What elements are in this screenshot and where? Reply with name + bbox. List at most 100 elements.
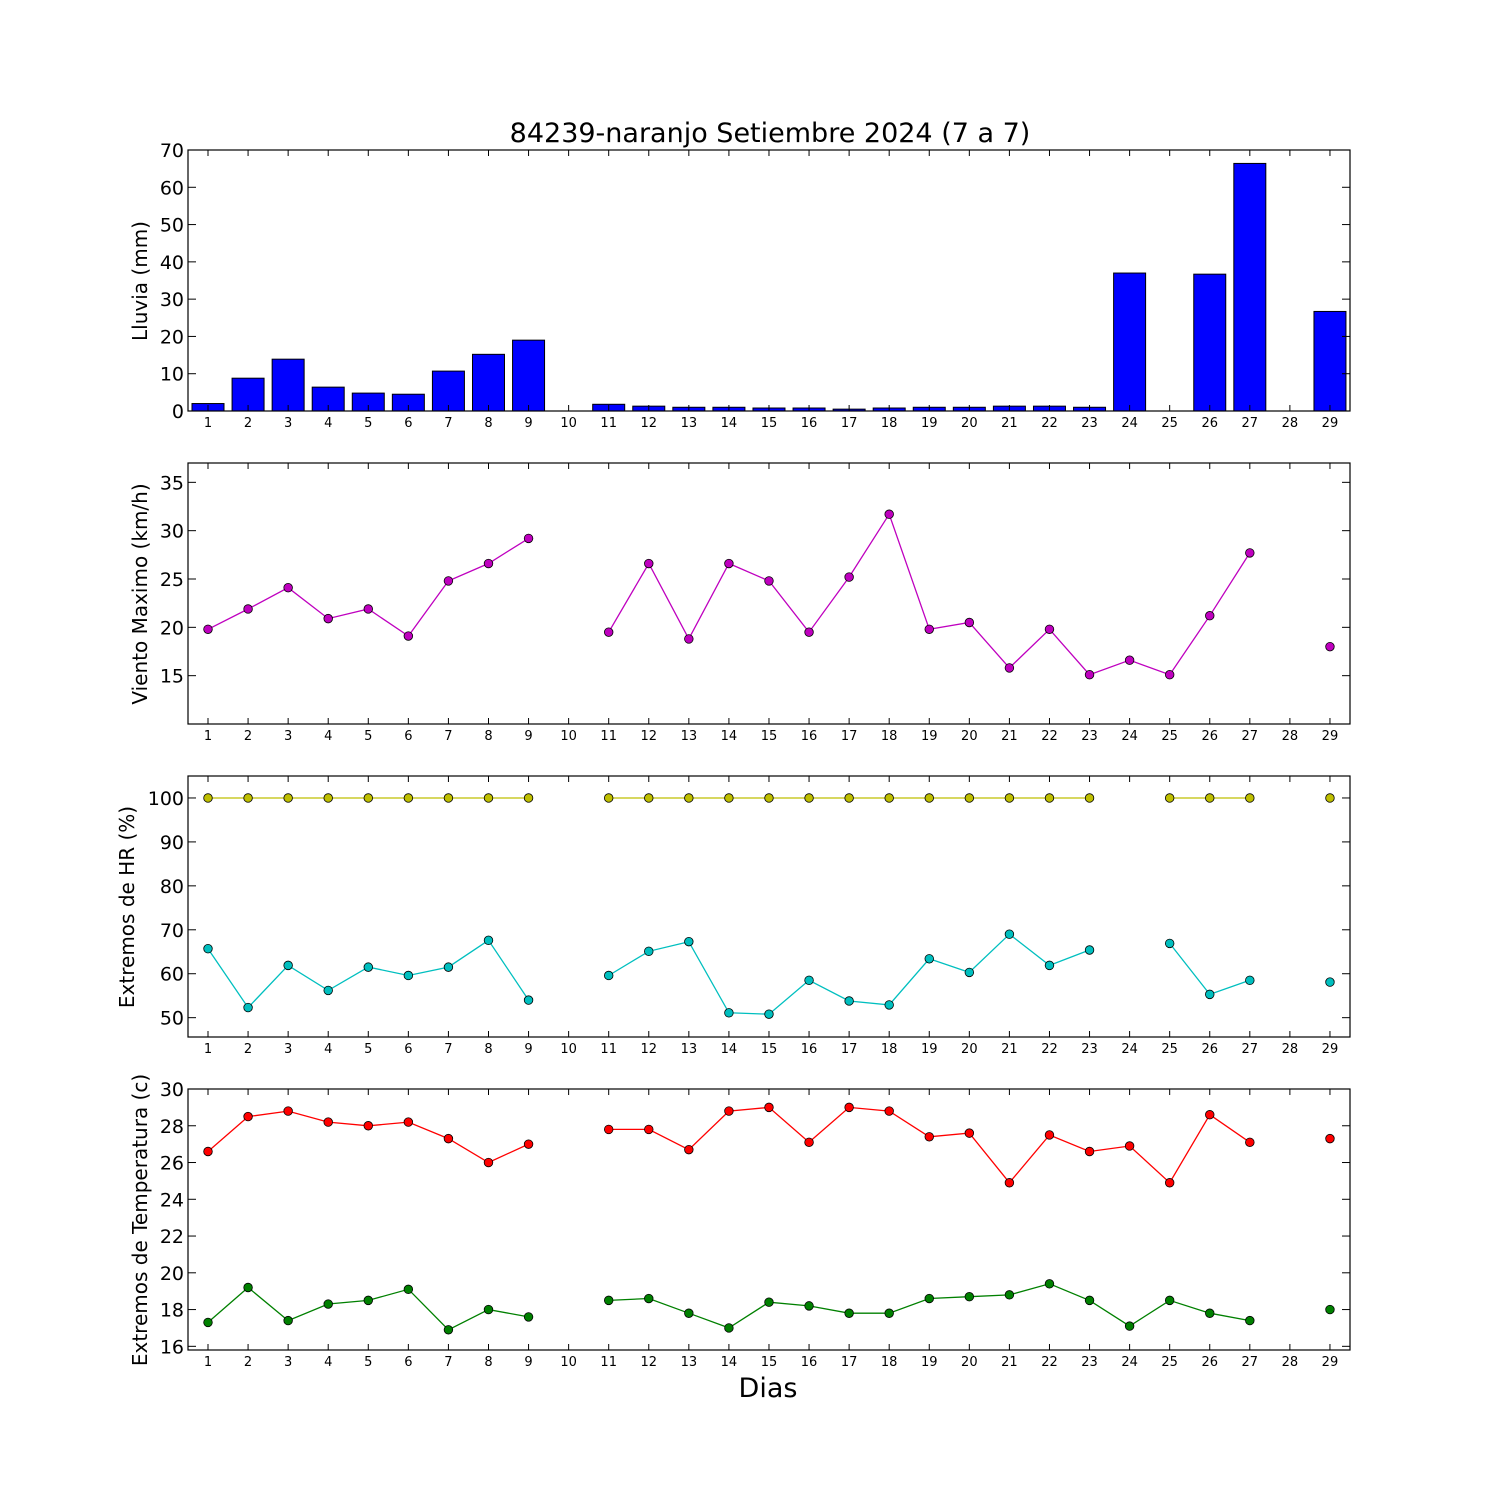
wind-series-0-point bbox=[724, 558, 734, 569]
wind-ytick-label: 30 bbox=[160, 521, 184, 543]
humidity-ytick-label: 90 bbox=[160, 832, 184, 854]
humidity-xtick-label: 13 bbox=[681, 1042, 698, 1057]
rain-ytick-label: 50 bbox=[160, 215, 184, 237]
humidity-series-1-point bbox=[323, 985, 333, 996]
temperature-series-0-point bbox=[443, 1133, 454, 1144]
humidity-xtick-label: 17 bbox=[841, 1042, 858, 1057]
rain-xtick-label: 18 bbox=[881, 416, 898, 431]
rain-xtick-label: 23 bbox=[1081, 416, 1098, 431]
wind-xtick-label: 4 bbox=[324, 729, 332, 744]
humidity-series-0-point bbox=[1084, 793, 1095, 803]
temperature-series-0-point bbox=[684, 1144, 694, 1155]
humidity-series-1-point bbox=[1004, 929, 1015, 939]
wind-xtick-label: 1 bbox=[204, 729, 212, 744]
temperature-series-0-point bbox=[1004, 1178, 1015, 1188]
humidity-series-1-point bbox=[1205, 989, 1215, 1000]
humidity-series-0-point bbox=[924, 793, 934, 803]
humidity-xtick-label: 5 bbox=[364, 1042, 372, 1057]
wind-xtick-label: 23 bbox=[1081, 729, 1098, 744]
rain-xtick-label: 22 bbox=[1041, 416, 1058, 431]
temperature-series-0-point bbox=[1044, 1130, 1055, 1140]
humidity-series-0-point bbox=[844, 793, 854, 803]
temperature-series-1-point bbox=[483, 1304, 494, 1315]
humidity-xtick-label: 29 bbox=[1322, 1042, 1339, 1057]
humidity-series-0-point bbox=[1205, 793, 1215, 803]
temperature-xtick-label: 27 bbox=[1242, 1355, 1259, 1370]
rain-xtick-label: 12 bbox=[640, 416, 657, 431]
temperature-xtick-label: 23 bbox=[1081, 1355, 1098, 1370]
wind-series-0-point bbox=[1044, 624, 1055, 634]
rain-bar bbox=[1233, 162, 1267, 412]
wind-series-0-point bbox=[1205, 611, 1215, 621]
rain-bar bbox=[471, 353, 505, 412]
rain-y-axis-label: Lluvia (mm) bbox=[128, 221, 152, 341]
temperature-series-1-point bbox=[1084, 1295, 1095, 1306]
temperature-series-0-point bbox=[1124, 1141, 1135, 1151]
rain-ytick-label: 70 bbox=[160, 140, 184, 162]
temperature-series-1-point bbox=[1004, 1290, 1015, 1300]
rain-ytick-label: 40 bbox=[160, 252, 184, 274]
wind-series-0-point bbox=[443, 576, 454, 586]
humidity-y-axis-label: Extremos de HR (%) bbox=[115, 806, 139, 1008]
rain-xtick-label: 17 bbox=[841, 416, 858, 431]
humidity-series-0-point bbox=[804, 793, 814, 803]
wind-xtick-label: 22 bbox=[1041, 729, 1058, 744]
wind-xtick-label: 2 bbox=[244, 729, 252, 744]
humidity-ytick-label: 60 bbox=[160, 964, 184, 986]
humidity-series-1-point bbox=[203, 943, 213, 954]
humidity-series-1-point bbox=[1084, 945, 1095, 955]
temperature-xtick-label: 26 bbox=[1201, 1355, 1218, 1370]
humidity-series-0-point bbox=[604, 793, 614, 803]
humidity-series-1-point bbox=[924, 954, 934, 964]
humidity-series-0-point bbox=[243, 793, 253, 803]
humidity-xtick-label: 28 bbox=[1282, 1042, 1299, 1057]
humidity-xtick-label: 19 bbox=[921, 1042, 938, 1057]
humidity-series-0-point bbox=[1245, 793, 1255, 803]
temperature-series-1-point bbox=[684, 1308, 694, 1318]
temperature-series-0-point bbox=[243, 1111, 253, 1122]
temperature-series-1-point bbox=[764, 1297, 774, 1307]
wind-y-axis-label: Viento Maximo (km/h) bbox=[128, 483, 152, 704]
temperature-xtick-label: 21 bbox=[1001, 1355, 1018, 1370]
temperature-xtick-label: 6 bbox=[404, 1355, 412, 1370]
wind-xtick-label: 8 bbox=[484, 729, 492, 744]
temperature-series-1-point bbox=[884, 1308, 894, 1318]
humidity-xtick-label: 25 bbox=[1161, 1042, 1178, 1057]
temperature-ytick-label: 22 bbox=[160, 1226, 184, 1248]
temperature-series-1-point bbox=[724, 1323, 734, 1333]
temperature-series-1-point bbox=[1205, 1308, 1215, 1318]
wind-xtick-label: 27 bbox=[1242, 729, 1259, 744]
temperature-series-0-point bbox=[523, 1139, 534, 1149]
temperature-series-0-point bbox=[323, 1117, 333, 1127]
wind-xtick-label: 26 bbox=[1201, 729, 1218, 744]
humidity-series-1-point bbox=[243, 1002, 253, 1013]
humidity-xtick-label: 8 bbox=[484, 1042, 492, 1057]
wind-xtick-label: 16 bbox=[801, 729, 818, 744]
rain-xtick-label: 24 bbox=[1121, 416, 1138, 431]
temperature-xtick-label: 1 bbox=[204, 1355, 212, 1370]
wind-series-0-point bbox=[884, 509, 894, 519]
temperature-xtick-label: 12 bbox=[640, 1355, 657, 1370]
wind-xtick-label: 24 bbox=[1121, 729, 1138, 744]
temperature-series-0-point bbox=[884, 1106, 894, 1116]
rain-xtick-label: 19 bbox=[921, 416, 938, 431]
temperature-xtick-label: 28 bbox=[1282, 1355, 1299, 1370]
rain-xtick-label: 4 bbox=[324, 416, 332, 431]
temperature-series-0-point bbox=[644, 1124, 654, 1135]
wind-xtick-label: 15 bbox=[761, 729, 778, 744]
temperature-ytick-label: 26 bbox=[160, 1153, 184, 1175]
humidity-xtick-label: 12 bbox=[640, 1042, 657, 1057]
wind-xtick-label: 7 bbox=[444, 729, 452, 744]
rain-xtick-label: 29 bbox=[1322, 416, 1339, 431]
temperature-xtick-label: 8 bbox=[484, 1355, 492, 1370]
temperature-xtick-label: 2 bbox=[244, 1355, 252, 1370]
temperature-series-1-point bbox=[1325, 1304, 1335, 1315]
temperature-ytick-label: 30 bbox=[160, 1079, 184, 1101]
temperature-xtick-label: 3 bbox=[284, 1355, 292, 1370]
humidity-series-1-point bbox=[604, 970, 614, 981]
wind-ytick-label: 15 bbox=[160, 666, 184, 688]
temperature-xtick-label: 10 bbox=[560, 1355, 577, 1370]
wind-series-0-point bbox=[1245, 548, 1255, 558]
humidity-ytick-label: 100 bbox=[148, 788, 184, 810]
humidity-xtick-label: 24 bbox=[1121, 1042, 1138, 1057]
